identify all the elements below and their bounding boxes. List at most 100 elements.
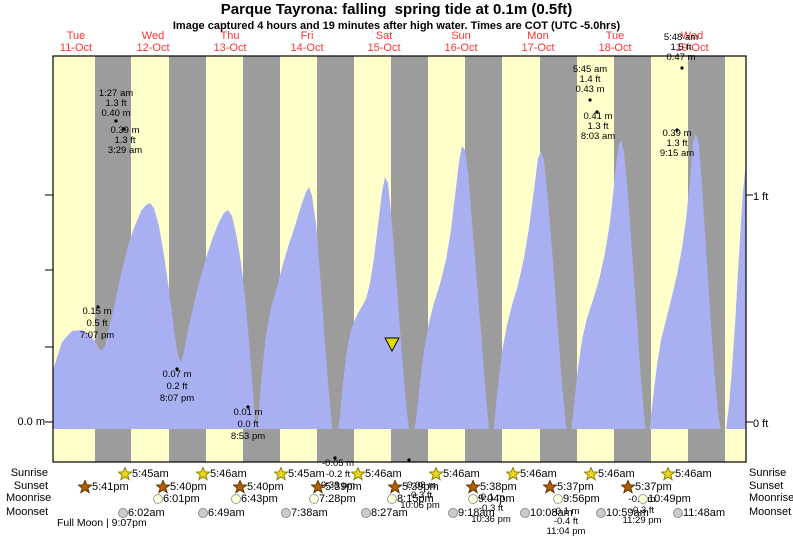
sunset-marker: 5:37pm bbox=[543, 479, 594, 494]
tide-annotation-line: 8:53 pm bbox=[230, 431, 266, 442]
sunrise-time: 5:46am bbox=[443, 467, 480, 480]
day-label-date: 11-Oct bbox=[59, 42, 93, 54]
moonset-time: 7:38am bbox=[291, 506, 328, 519]
sunset-star-icon bbox=[156, 479, 170, 494]
current-tide-marker-icon bbox=[384, 337, 400, 353]
tide-annotation-line: 0.2 ft bbox=[166, 381, 188, 392]
moonrise-marker: 6:43pm bbox=[231, 491, 278, 506]
row-label-right-sunrise: Sunrise bbox=[749, 467, 787, 479]
day-label-weekday: Tue bbox=[605, 30, 625, 42]
moonset-marker: 6:49am bbox=[198, 505, 245, 520]
tide-extreme-dot bbox=[333, 456, 337, 460]
moonrise-icon bbox=[153, 493, 163, 504]
tide-annotation-line: 1:27 am bbox=[98, 88, 134, 99]
sunset-star-icon bbox=[621, 479, 635, 494]
tide-annotation-line: 1.3 ft bbox=[114, 135, 136, 146]
moonrise-time: 8:15pm bbox=[397, 492, 434, 505]
tide-annotation-line: 0.0 ft bbox=[237, 419, 259, 430]
sunset-star-icon bbox=[311, 479, 325, 494]
moonset-marker: 7:38am bbox=[281, 505, 328, 520]
tide-extreme-dot bbox=[675, 128, 679, 132]
row-label-right-sunset: Sunset bbox=[749, 480, 784, 492]
sunrise-star-icon bbox=[118, 466, 132, 481]
tide-annotation-line: 11:29 pm bbox=[622, 515, 662, 526]
tide-annotation-line: 1.3 ft bbox=[105, 98, 127, 109]
sunset-marker: 5:38pm bbox=[466, 479, 517, 494]
tide-annotation-line: 10:36 pm bbox=[471, 514, 511, 525]
tide-annotation-line: 8:07 pm bbox=[159, 393, 195, 404]
page-subtitle: Image captured 4 hours and 19 minutes af… bbox=[172, 20, 621, 32]
day-label-weekday: Wed bbox=[680, 30, 704, 42]
tide-annotation-line: 0.5 ft bbox=[86, 318, 108, 329]
day-label-weekday: Fri bbox=[300, 30, 314, 42]
tide-extreme-dot bbox=[246, 405, 250, 409]
tide-annotation-line: -0.1 m bbox=[552, 506, 580, 517]
moonset-icon bbox=[361, 507, 371, 518]
tide-annotation-line: 1.3 ft bbox=[587, 121, 609, 132]
tide-annotation-line: 0.39 m bbox=[110, 125, 140, 136]
page-title: Parque Tayrona: falling spring tide at 0… bbox=[220, 1, 573, 18]
sunrise-time: 5:45am bbox=[288, 467, 325, 480]
sunset-marker: 5:41pm bbox=[78, 479, 129, 494]
moonset-icon bbox=[281, 507, 291, 518]
moonrise-icon bbox=[309, 493, 319, 504]
moonset-icon bbox=[596, 507, 606, 518]
day-label-weekday: Thu bbox=[220, 30, 240, 42]
moonset-time: 8:27am bbox=[371, 506, 408, 519]
sunrise-time: 5:46am bbox=[598, 467, 635, 480]
sunrise-marker: 5:46am bbox=[661, 466, 712, 481]
sunset-marker: 5:40pm bbox=[233, 479, 284, 494]
tide-extreme-dot bbox=[114, 119, 118, 123]
moonset-marker: 6:02am bbox=[118, 505, 165, 520]
sunrise-star-icon bbox=[661, 466, 675, 481]
tide-annotation-line: -0.3 ft bbox=[407, 490, 433, 501]
day-label-weekday: Sat bbox=[375, 30, 393, 42]
moonrise-marker: 9:56pm bbox=[553, 491, 600, 506]
moonset-icon bbox=[520, 507, 530, 518]
moonset-marker: 8:27am bbox=[361, 505, 408, 520]
sunset-marker: 5:40pm bbox=[156, 479, 207, 494]
sunrise-marker: 5:45am bbox=[118, 466, 169, 481]
tide-annotation-line: 9:15 am bbox=[659, 148, 695, 159]
tide-annotation-line: 5:48 am bbox=[663, 32, 699, 43]
day-label-date: 14-Oct bbox=[290, 42, 324, 54]
y-axis-label-meters: 0.0 m bbox=[17, 416, 45, 428]
day-label-date: 17-Oct bbox=[521, 42, 555, 54]
moonrise-marker: 8:15pm bbox=[387, 491, 434, 506]
tide-annotation-line: 0.43 m bbox=[575, 84, 605, 95]
tide-annotation-line: 10:06 pm bbox=[400, 500, 440, 511]
tide-annotation-line: 7:07 pm bbox=[79, 330, 115, 341]
row-label-left-sunrise: Sunrise bbox=[10, 467, 48, 479]
sunrise-marker: 5:46am bbox=[429, 466, 480, 481]
sunset-star-icon bbox=[233, 479, 247, 494]
moonrise-time: 9:04pm bbox=[478, 492, 515, 505]
moon-phase-label: Full Moon | 9:07pm bbox=[57, 517, 147, 529]
tide-annotation-line: 0.15 m bbox=[82, 306, 112, 317]
tide-extreme-dot bbox=[595, 110, 599, 114]
tide-annotation-line: -0.3 ft bbox=[478, 503, 504, 514]
tide-extreme-dot bbox=[407, 458, 411, 462]
day-label-date: 19-Oct bbox=[675, 42, 709, 54]
sunset-time: 5:37pm bbox=[635, 480, 672, 493]
moonset-icon bbox=[448, 507, 458, 518]
sunrise-star-icon bbox=[351, 466, 365, 481]
sunset-marker: 5:39pm bbox=[388, 479, 439, 494]
moonset-marker: 11:48am bbox=[673, 505, 725, 520]
tide-annotation-line: 0.39 m bbox=[662, 128, 692, 139]
moonset-time: 10:08am bbox=[530, 506, 573, 519]
tide-extreme-dot bbox=[175, 367, 179, 371]
row-label-left-sunset: Sunset bbox=[13, 480, 48, 492]
moonset-icon bbox=[118, 507, 128, 518]
sunrise-marker: 5:46am bbox=[196, 466, 247, 481]
moonrise-time: 9:56pm bbox=[563, 492, 600, 505]
sunrise-marker: 5:45am bbox=[274, 466, 325, 481]
day-label-date: 16-Oct bbox=[444, 42, 478, 54]
tide-annotation-line: 0.40 m bbox=[101, 108, 131, 119]
moonset-time: 9:18am bbox=[458, 506, 495, 519]
moonset-time: 11:48am bbox=[683, 506, 725, 519]
tide-annotation-line: 0.47 m bbox=[666, 52, 696, 63]
sunrise-star-icon bbox=[274, 466, 288, 481]
tide-annotation-line: 0.07 m bbox=[162, 369, 192, 380]
sunrise-marker: 5:46am bbox=[506, 466, 557, 481]
